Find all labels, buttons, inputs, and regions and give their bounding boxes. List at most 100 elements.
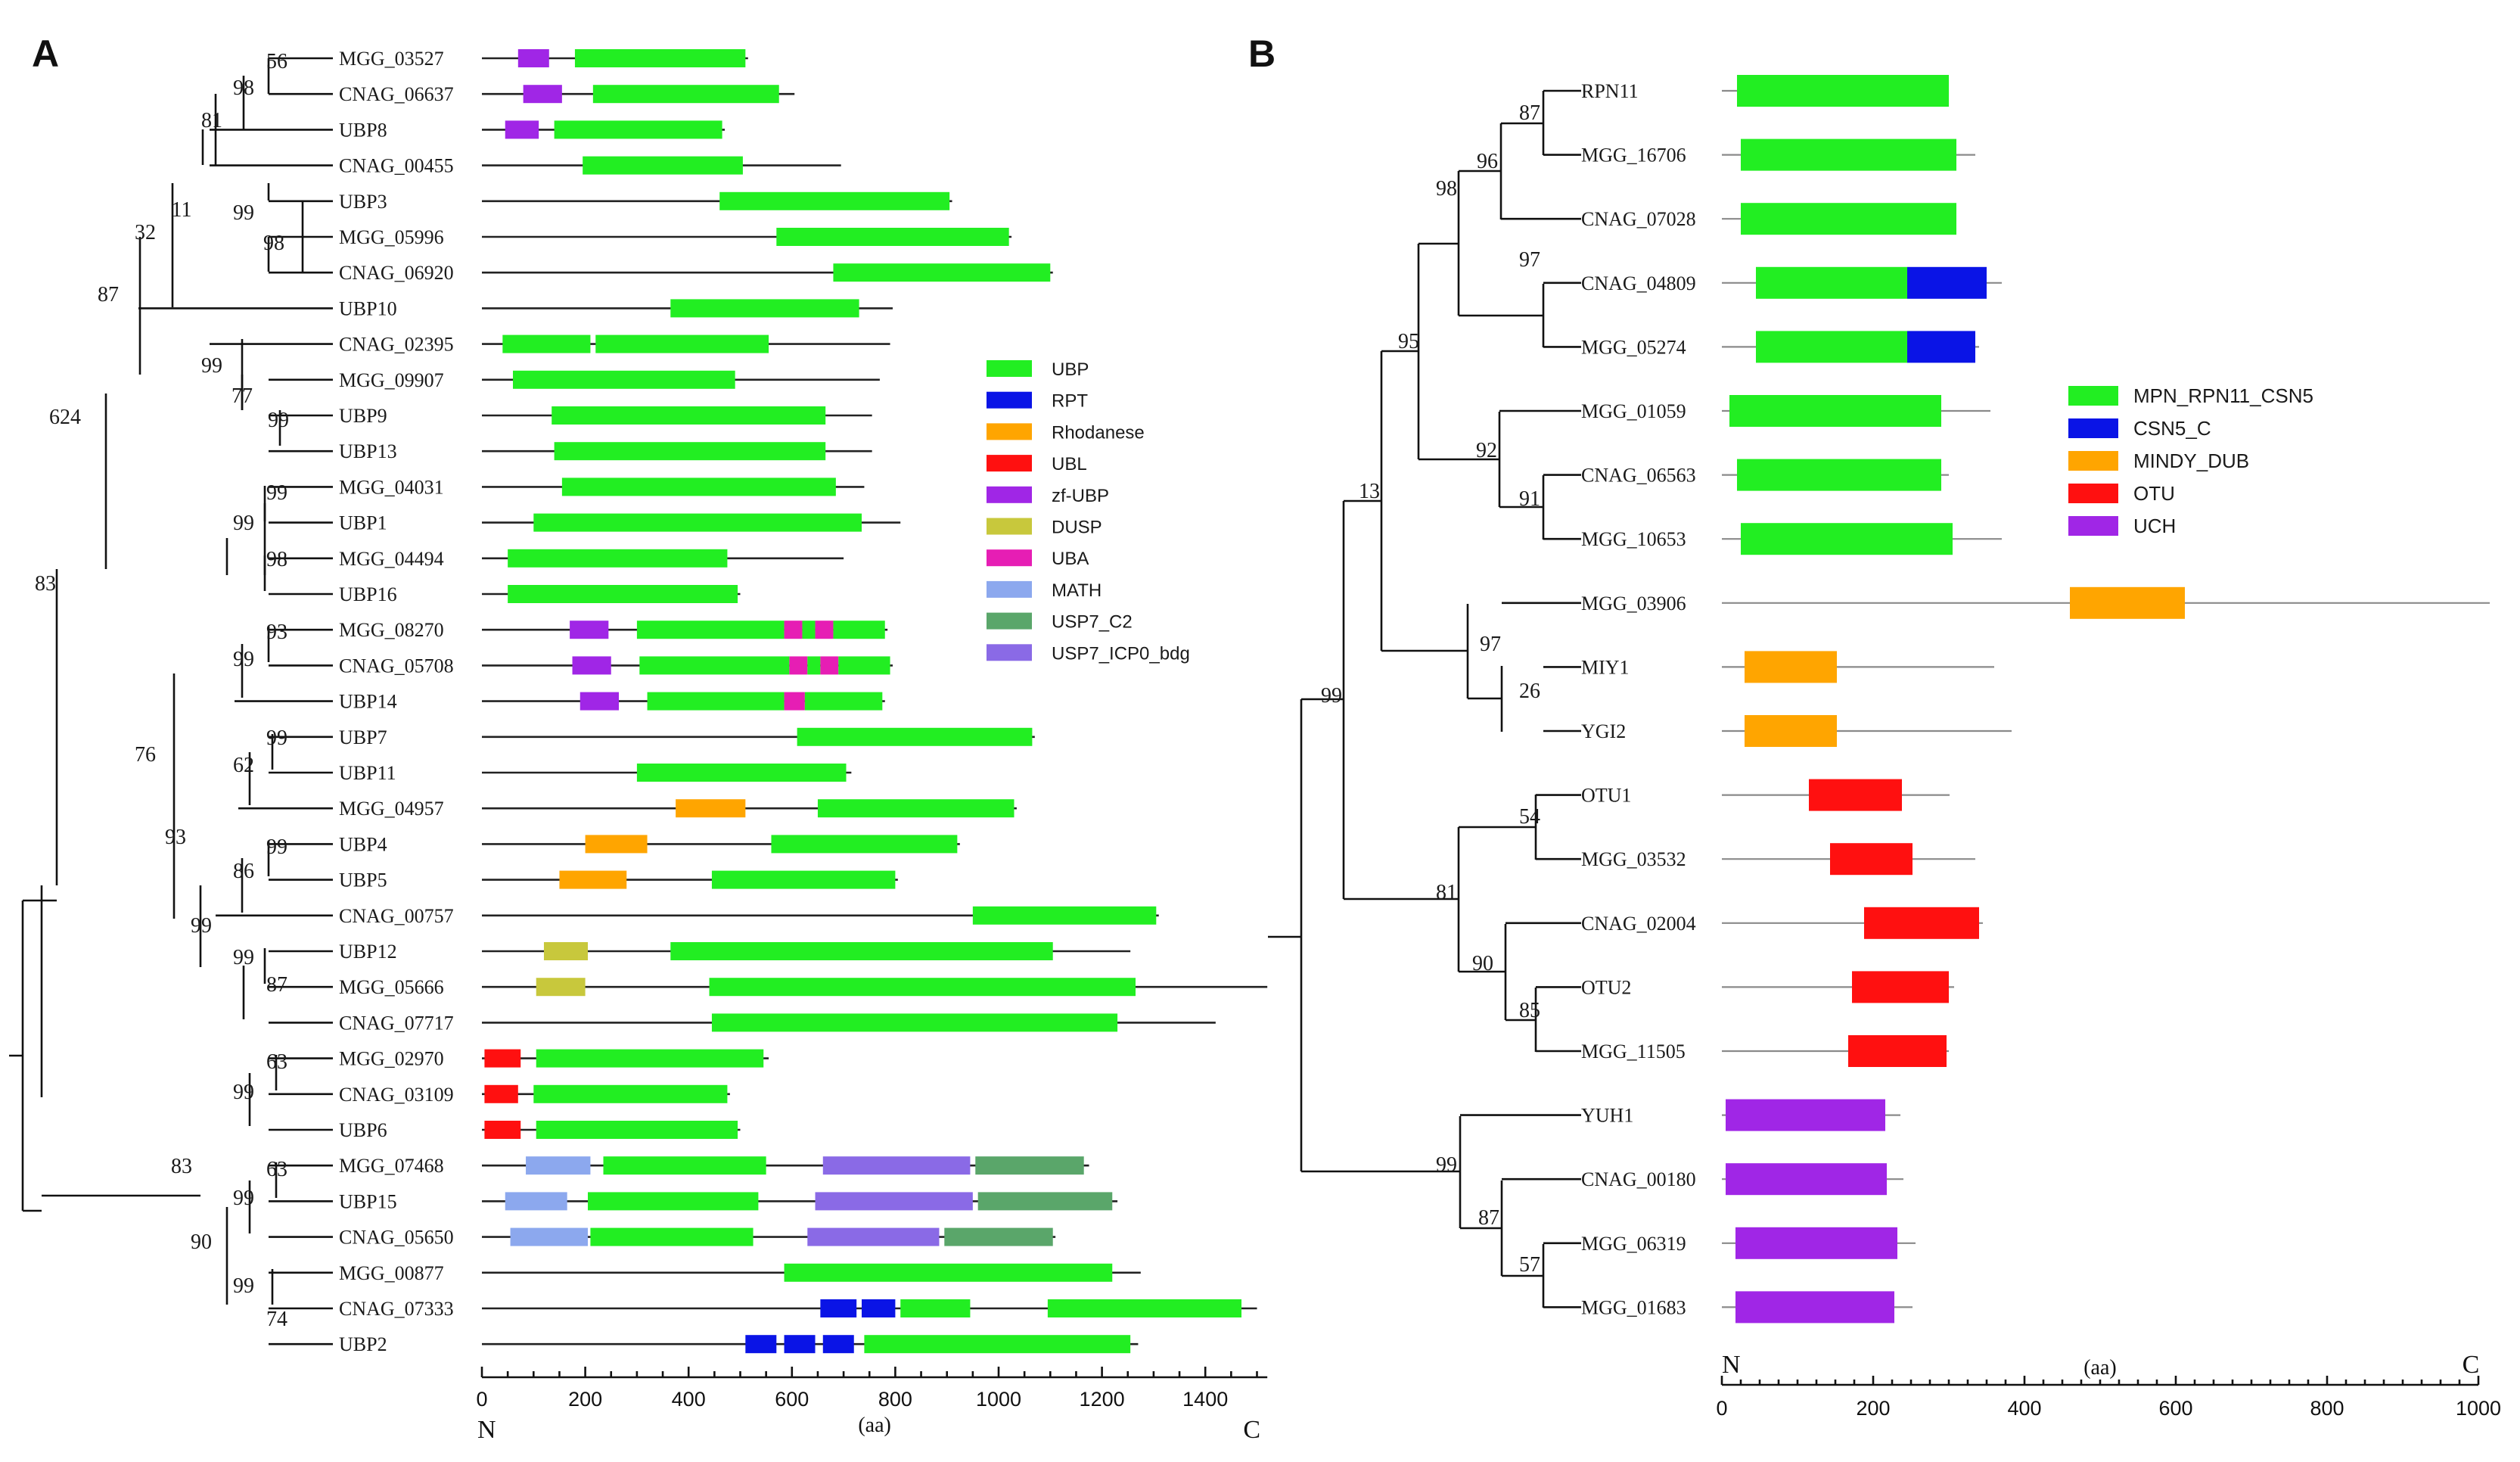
axis-b-n-label: N (1722, 1351, 1741, 1379)
gene-label: MGG_02970 (339, 1048, 444, 1070)
protein-row: YUH1 (1581, 1099, 1900, 1131)
domain-dusp (543, 942, 589, 960)
legend-a-label: USP7_ICP0_bdg (1052, 643, 1190, 664)
domain-usp7-icp0-bdg (807, 1227, 940, 1246)
gene-label: UBP14 (339, 691, 397, 713)
legend-a-label: Rhodanese (1052, 422, 1145, 443)
panel-a: 56 98 81 11 99 98 32 87 99 77 99 624 99 99 98 83 93 99 76 9… (9, 48, 1268, 1444)
legend-a-label: DUSP (1052, 518, 1102, 538)
gene-label: MGG_07468 (339, 1155, 444, 1177)
protein-row: MGG_03906 (1581, 586, 2490, 619)
protein-row: MGG_04494 (339, 548, 844, 570)
protein-row: MGG_07468 (339, 1155, 1089, 1177)
legend-a-swatch (987, 423, 1032, 440)
protein-row: UBP9 (339, 405, 872, 427)
gene-label: CNAG_06563 (1581, 465, 1696, 487)
domain-rpt (820, 1299, 857, 1317)
gene-label: UBP10 (339, 297, 397, 319)
domain-ubp (802, 621, 816, 639)
bootstrap-value: 91 (1519, 487, 1540, 511)
bootstrap-value: 81 (201, 109, 222, 132)
axis-b-tick-label: 200 (1856, 1397, 1890, 1420)
domain-usp7-c2 (977, 1192, 1113, 1211)
domain-zf-ubp (523, 85, 562, 104)
bootstrap-value: 11 (172, 198, 192, 222)
domain-csn5-c (1907, 331, 1975, 363)
gene-label: MGG_04494 (339, 548, 444, 570)
protein-row: CNAG_00757 (339, 905, 1159, 927)
bootstrap-value: 63 (266, 1050, 287, 1074)
domain-zf-ubp (570, 621, 609, 639)
bootstrap-value: 83 (35, 572, 56, 596)
domain-ubp (797, 727, 1033, 746)
bootstrap-value: 81 (1436, 881, 1457, 904)
protein-row: CNAG_07717 (339, 1012, 1216, 1034)
protein-row: CNAG_03109 (339, 1084, 730, 1106)
protein-row: OTU1 (1581, 779, 1950, 811)
domain-mpn-rpn11-csn5 (1741, 203, 1956, 235)
gene-label: MGG_05996 (339, 226, 444, 248)
protein-row: UBP16 (339, 583, 741, 605)
gene-label: UBP6 (339, 1119, 387, 1141)
bootstrap-value: 99 (266, 481, 287, 505)
protein-row: CNAG_00180 (1581, 1163, 1903, 1196)
gene-label: MGG_04957 (339, 798, 444, 820)
panel-b: 87 96 98 97 95 92 91 13 97 26 99 54 81 90 85 99 87 57 RPN1… (1268, 75, 2501, 1420)
domain-uba (815, 621, 834, 639)
domain-ubp (900, 1299, 971, 1317)
legend-a-label: UBP (1052, 359, 1089, 380)
domain-zf-ubp (505, 120, 539, 139)
protein-row: MGG_01059 (1581, 395, 1990, 427)
domain-ubp (807, 656, 821, 675)
legend-a-label: UBA (1052, 549, 1089, 569)
domain-ubp (592, 85, 779, 104)
domain-mpn-rpn11-csn5 (1756, 331, 1907, 363)
gene-label: MGG_03527 (339, 48, 444, 70)
gene-label: MGG_09907 (339, 369, 444, 391)
protein-row: MGG_00877 (339, 1262, 1141, 1284)
gene-label: MGG_04031 (339, 476, 444, 498)
gene-label: CNAG_00757 (339, 905, 454, 927)
bootstrap-value: 98 (266, 548, 287, 571)
bootstrap-value: 85 (1519, 999, 1540, 1022)
gene-label: UBP16 (339, 583, 397, 605)
bootstrap-value: 93 (266, 621, 287, 644)
domain-ubl (484, 1049, 521, 1068)
domain-mpn-rpn11-csn5 (1737, 459, 1941, 491)
domain-ubp (972, 906, 1157, 925)
gene-label: CNAG_00455 (339, 155, 454, 177)
bootstrap-value: 13 (1359, 480, 1380, 503)
bootstrap-value: 87 (1478, 1206, 1499, 1230)
domain-ubp (804, 692, 883, 711)
protein-row: CNAG_00455 (339, 155, 841, 177)
bootstrap-value: 93 (165, 826, 186, 849)
bootstrap-value: 87 (266, 973, 287, 997)
gene-label: OTU1 (1581, 785, 1631, 807)
gene-label: MGG_11505 (1581, 1041, 1686, 1062)
axis-a-tick-label: 1000 (976, 1388, 1021, 1411)
bootstrap-value: 99 (1436, 1153, 1457, 1177)
tree-a (9, 57, 333, 1345)
domain-rpt (822, 1335, 854, 1354)
bootstrap-value: 96 (1477, 150, 1498, 173)
protein-row: UBP3 (339, 191, 952, 213)
bootstrap-value: 98 (263, 232, 284, 255)
protein-row: CNAG_02395 (339, 334, 890, 356)
domain-mpn-rpn11-csn5 (1741, 523, 1953, 555)
legend-b-swatch (2068, 451, 2118, 471)
protein-row: CNAG_07028 (1581, 203, 1956, 235)
legend-a-swatch (987, 360, 1032, 377)
legend-b-label: MINDY_DUB (2133, 449, 2249, 472)
gene-label: CNAG_02004 (1581, 913, 1696, 935)
protein-row: MGG_04031 (339, 476, 865, 498)
domain-ubp (647, 692, 785, 711)
protein-row: CNAG_05650 (339, 1227, 1056, 1249)
domain-rpt (862, 1299, 896, 1317)
domain-ubp (512, 370, 735, 389)
protein-row: MGG_03532 (1581, 843, 1975, 876)
bootstrap-value: 54 (1519, 805, 1540, 829)
bootstrap-value: 87 (1519, 101, 1540, 125)
legend-a-label: USP7_C2 (1052, 612, 1133, 633)
bootstrap-value: 26 (1519, 680, 1540, 703)
bootstrap-value: 98 (1436, 177, 1457, 201)
